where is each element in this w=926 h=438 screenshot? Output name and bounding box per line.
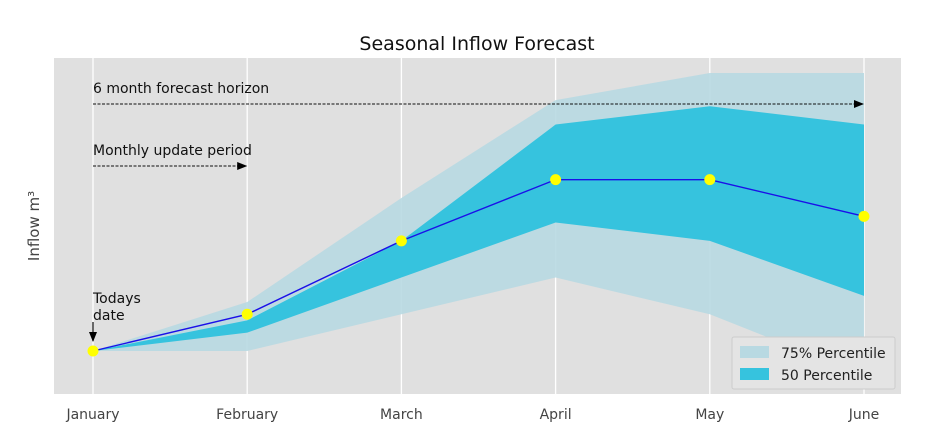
series-layer: [87, 174, 870, 357]
x-tick-label: June: [848, 407, 880, 423]
chart-title: Seasonal Inflow Forecast: [359, 33, 594, 55]
data-point: [241, 308, 253, 320]
y-axis-label: Inflow m³: [25, 191, 43, 261]
annotations: 6 month forecast horizon Monthly update p…: [89, 81, 864, 342]
x-tick-label: March: [380, 407, 423, 423]
annotation-text: Todays: [92, 291, 141, 307]
data-point: [550, 174, 562, 186]
annotation-text: date: [93, 308, 125, 324]
data-point: [395, 235, 407, 247]
series-line: [92, 178, 865, 352]
legend-swatch-50: [740, 368, 769, 380]
x-tick-label: February: [216, 407, 278, 423]
x-tick-label: April: [540, 407, 572, 423]
x-tick-label: May: [695, 407, 724, 423]
legend-label-50: 50 Percentile: [781, 368, 872, 384]
band-1: [93, 106, 864, 351]
legend: 75% Percentile 50 Percentile: [731, 336, 896, 390]
x-tick-labels: January February March April May June: [65, 407, 879, 423]
legend-swatch-75: [740, 346, 769, 358]
annotation-text: Monthly update period: [93, 143, 252, 159]
legend-box: [731, 336, 896, 390]
data-point: [87, 345, 99, 357]
x-tick-label: January: [65, 407, 119, 423]
data-point: [858, 210, 870, 222]
annotation-text: 6 month forecast horizon: [93, 81, 269, 97]
legend-label-75: 75% Percentile: [781, 346, 886, 362]
data-point: [704, 174, 716, 186]
percentile-bands: [93, 73, 864, 376]
